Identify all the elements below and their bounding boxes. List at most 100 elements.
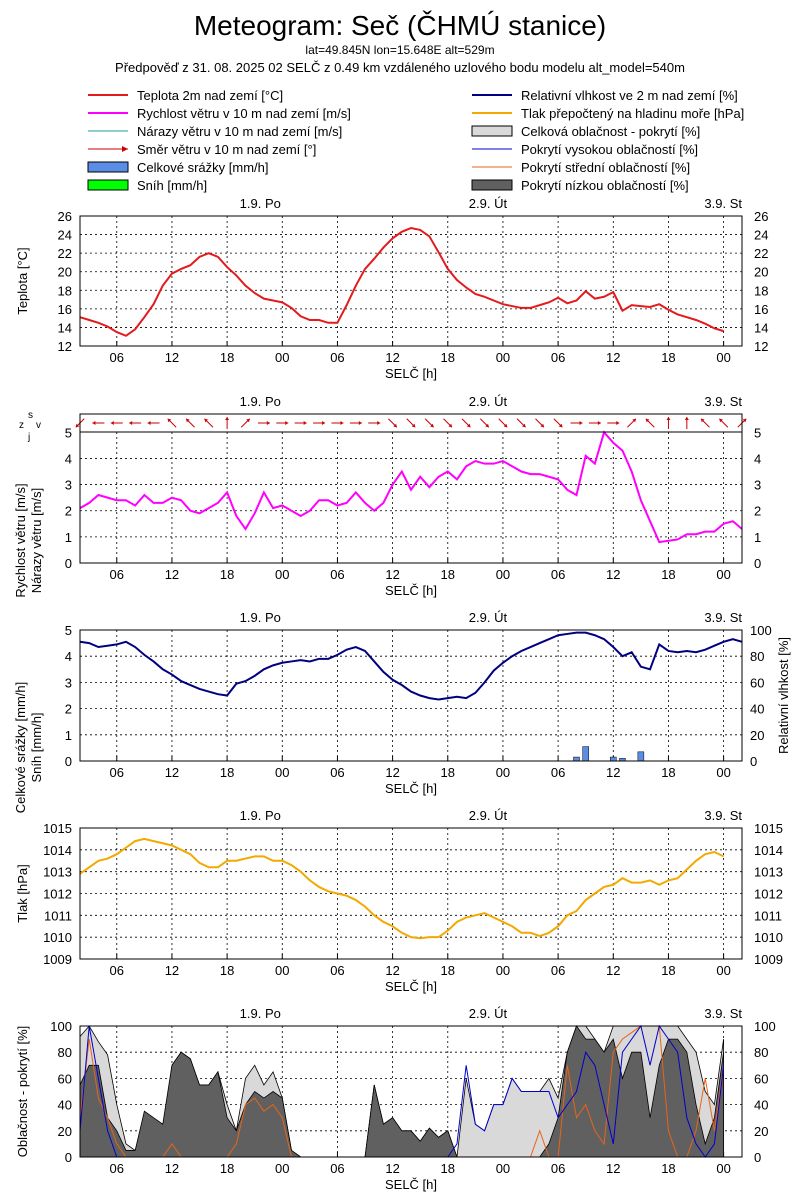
x-tick-label: 00 (275, 765, 289, 780)
y-tick-label-right: 80 (750, 649, 764, 664)
day-label: 3.9. St (704, 196, 742, 211)
y-tick-label-right: 1015 (754, 821, 783, 836)
y-tick-label-right: 24 (754, 228, 768, 243)
y-tick-label-right: 18 (754, 283, 768, 298)
wind-arrowhead (700, 418, 705, 423)
wind-label-east: v (36, 420, 41, 431)
wind-arrowhead (75, 423, 80, 428)
y-tick-label: 0 (65, 556, 72, 571)
wind-label-south: j (27, 432, 30, 443)
legend-item: Sníh [mm/h] (87, 178, 207, 193)
y-tick-label-right: 1014 (754, 843, 783, 858)
y-tick-label: 1012 (43, 887, 72, 902)
legend-label: Relativní vlhkost ve 2 m nad zemí [%] (521, 88, 738, 103)
wind-label-north: s (28, 410, 33, 421)
wind-arrowhead (225, 417, 230, 420)
y-tick-label: 2 (65, 504, 72, 519)
wind-arrowhead (110, 421, 114, 425)
legend-swatch (471, 125, 513, 137)
x-axis-title: SELČ [h] (385, 979, 437, 994)
y-tick-label: 0 (65, 754, 72, 769)
x-tick-label: 12 (606, 567, 620, 582)
x-tick-label: 18 (220, 567, 234, 582)
x-axis-title: SELČ [h] (385, 781, 437, 796)
wind-arrowhead (167, 418, 172, 423)
legend-label: Pokrytí vysokou oblačností [%] (521, 142, 698, 157)
y-tick-label-right: 4 (754, 451, 761, 466)
plot-frame (79, 827, 743, 960)
y-tick-label: 20 (58, 1124, 72, 1139)
legend-item: Pokrytí střední oblačností [%] (472, 160, 690, 175)
legend-item: Relativní vlhkost ve 2 m nad zemí [%] (472, 88, 738, 103)
x-tick-label: 06 (551, 350, 565, 365)
y-tick-label: 1011 (44, 908, 72, 923)
y-tick-label: 1 (65, 728, 72, 743)
x-tick-label: 06 (110, 567, 124, 582)
x-tick-label: 00 (716, 963, 730, 978)
x-tick-label: 06 (551, 567, 565, 582)
x-tick-label: 06 (551, 1161, 565, 1176)
y-tick-label: 40 (58, 1098, 72, 1113)
x-tick-label: 06 (330, 567, 344, 582)
x-tick-label: 18 (661, 350, 675, 365)
wind-arrowhead (303, 421, 307, 425)
wind-arrowhead (340, 421, 344, 425)
x-tick-label: 00 (496, 765, 510, 780)
wind-arrowhead (579, 421, 583, 425)
y-tick-label: 3 (65, 478, 72, 493)
x-tick-label: 12 (385, 765, 399, 780)
y-tick-label: 4 (65, 451, 72, 466)
y-tick-label: 60 (58, 1071, 72, 1086)
y-tick-label-right: 16 (754, 302, 768, 317)
y-tick-label-right: 5 (754, 425, 761, 440)
series-line (79, 837, 725, 940)
x-tick-label: 06 (330, 963, 344, 978)
x-tick-label: 18 (441, 567, 455, 582)
y-tick-label-right: 60 (750, 675, 764, 690)
y-tick-label-right: 1013 (754, 865, 783, 880)
x-tick-label: 12 (165, 765, 179, 780)
y-tick-label-right: 0 (754, 1150, 761, 1165)
y-tick-label: 100 (50, 1019, 72, 1034)
legend-item: Pokrytí vysokou oblačností [%] (472, 142, 698, 157)
day-label: 1.9. Po (240, 1006, 281, 1021)
wind-arrowhead (186, 418, 190, 423)
x-tick-label: 12 (165, 350, 179, 365)
y-tick-label-right: 14 (754, 320, 768, 335)
x-tick-label: 06 (110, 963, 124, 978)
y-tick-label-right: 26 (754, 209, 768, 224)
y-tick-label: 5 (65, 425, 72, 440)
wind-arrowhead (92, 421, 96, 425)
series-line (79, 631, 743, 701)
y-tick-label: 5 (65, 623, 72, 638)
wind-arrowhead (358, 421, 362, 425)
x-tick-label: 12 (385, 567, 399, 582)
wind-arrowhead (377, 421, 381, 425)
x-tick-label: 00 (275, 1161, 289, 1176)
x-tick-label: 18 (661, 567, 675, 582)
x-tick-label: 06 (330, 1161, 344, 1176)
x-tick-label: 18 (661, 963, 675, 978)
legend-item: Celkové srážky [mm/h] (87, 160, 268, 175)
y-axis-title-secondary: Nárazy větru [m/s] (29, 488, 44, 593)
precip-bar (610, 756, 617, 762)
page-title: Meteogram: Seč (ČHMÚ stanice) (193, 10, 607, 41)
x-tick-label: 00 (275, 567, 289, 582)
x-tick-label: 18 (220, 963, 234, 978)
precip-bar (573, 756, 580, 762)
wind-arrowhead (645, 418, 650, 423)
wind-arrowhead (485, 423, 489, 428)
legend-label: Nárazy větru v 10 m nad zemí [m/s] (137, 124, 342, 139)
wind-arrowhead (448, 423, 453, 428)
day-label: 2.9. Út (469, 808, 508, 823)
y-axis-title: Rychlost větru [m/s] (13, 483, 28, 597)
legend-label: Směr větru v 10 m nad zemí [°] (137, 142, 316, 157)
y-tick-label-right: 1 (754, 530, 761, 545)
x-axis-title: SELČ [h] (385, 1177, 437, 1192)
y-tick-label-right: 3 (754, 478, 761, 493)
y-tick-label-right: 60 (754, 1071, 768, 1086)
x-tick-label: 18 (661, 1161, 675, 1176)
y-tick-label: 2 (65, 702, 72, 717)
legend-swatch (471, 179, 513, 191)
plot-frame (79, 215, 743, 347)
